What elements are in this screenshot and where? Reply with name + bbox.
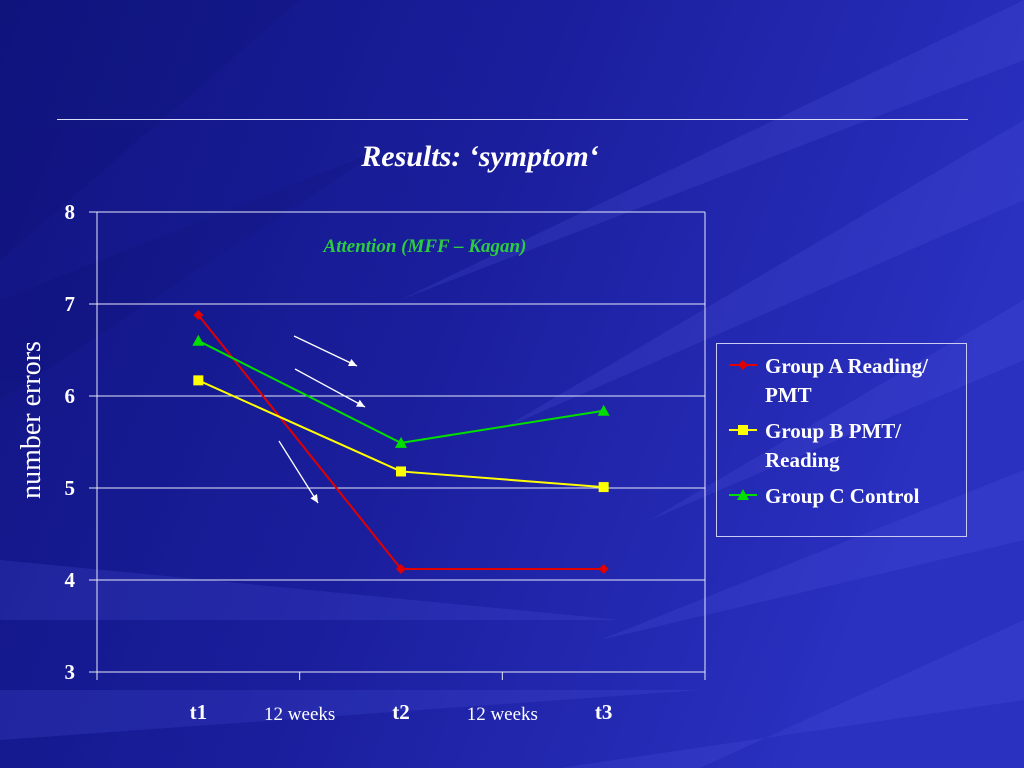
data-point xyxy=(395,436,407,448)
chart-annotation: Attention (MFF – Kagan) xyxy=(323,236,527,257)
axes: 3 4 5 6 7 8 t1 t2 t3 12 weeks 12 weeks xyxy=(65,200,706,725)
legend-label: Group C Control xyxy=(765,484,920,508)
arrow-head-icon xyxy=(348,358,357,367)
y-tick-label: 6 xyxy=(65,384,76,408)
data-point xyxy=(396,466,406,477)
legend-item-group-a: Group A Reading/ PMT xyxy=(727,352,965,410)
x-interval-label: 12 weeks xyxy=(264,704,335,725)
data-point xyxy=(396,563,406,574)
slide-title: Results: ‘symptom‘ xyxy=(361,140,599,173)
x-tick-label: t2 xyxy=(392,700,410,724)
x-tick-label: t1 xyxy=(190,700,208,724)
y-tick-label: 7 xyxy=(65,292,76,316)
triangle-marker-icon xyxy=(727,482,759,504)
legend-label: Group A Reading/ PMT xyxy=(765,354,928,407)
data-point xyxy=(193,310,204,321)
data-point xyxy=(193,375,204,386)
data-point xyxy=(597,404,610,416)
y-tick-label: 8 xyxy=(65,200,76,224)
chart-legend: Group A Reading/ PMT Group B PMT/ Readin… xyxy=(716,343,967,537)
y-tick-label: 3 xyxy=(65,660,76,684)
data-point xyxy=(598,482,609,493)
data-point xyxy=(598,563,609,574)
arrow-head-icon xyxy=(356,399,365,407)
legend-item-group-b: Group B PMT/ Reading xyxy=(727,417,965,475)
trend-arrows xyxy=(278,335,366,504)
arrow-head-icon xyxy=(310,494,318,503)
square-marker-icon xyxy=(727,417,759,439)
title-rule xyxy=(57,119,968,120)
legend-label: Group B PMT/ Reading xyxy=(765,419,902,472)
trend-arrow xyxy=(294,368,366,408)
trend-arrow xyxy=(293,335,358,367)
y-tick-label: 4 xyxy=(65,568,76,592)
data-point xyxy=(192,334,205,346)
series-group xyxy=(192,310,610,574)
x-tick-label: t3 xyxy=(595,700,613,724)
x-interval-label: 12 weeks xyxy=(467,704,538,725)
trend-arrow xyxy=(278,440,319,504)
diamond-marker-icon xyxy=(727,352,759,374)
y-axis-label: number errors xyxy=(16,341,47,499)
y-tick-label: 5 xyxy=(65,476,76,500)
legend-item-group-c: Group C Control xyxy=(727,482,965,511)
